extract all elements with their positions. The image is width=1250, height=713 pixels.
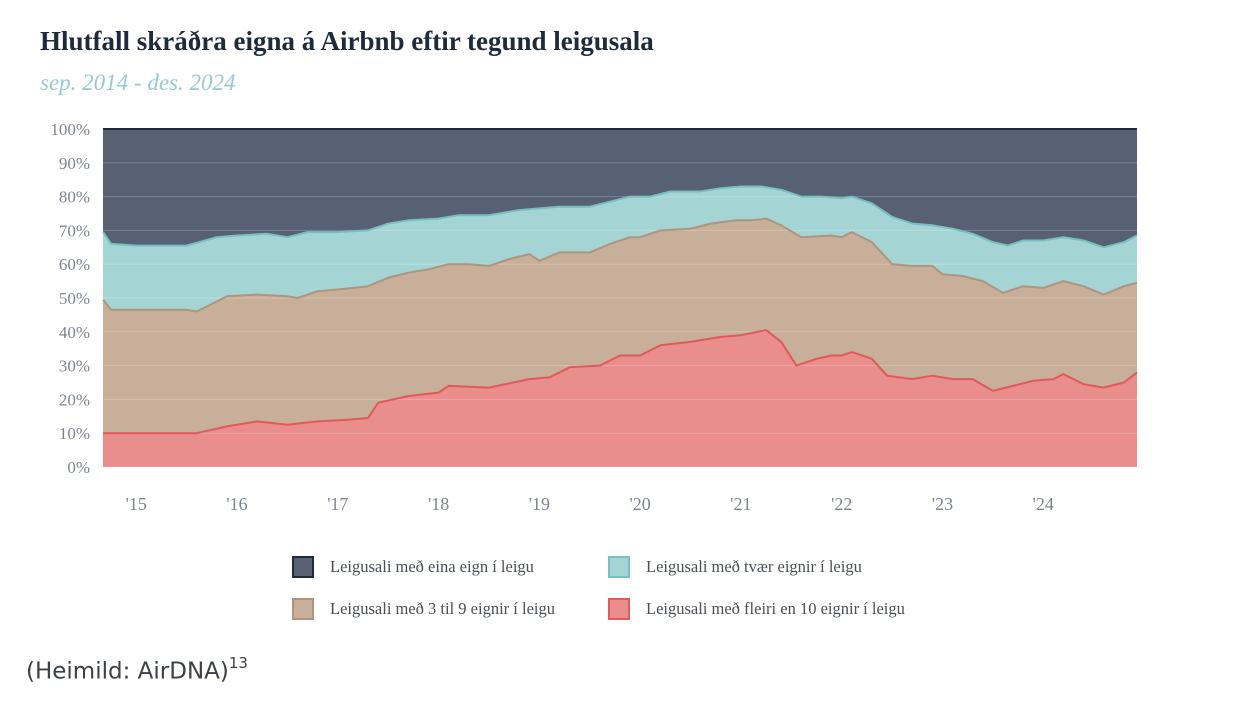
source-footnote: 13	[228, 654, 248, 672]
chart-subtitle: sep. 2014 - des. 2024	[40, 70, 236, 95]
x-tick-label: '15	[126, 494, 147, 514]
x-tick-label: '16	[226, 494, 247, 514]
x-tick-label: '18	[428, 494, 449, 514]
x-tick-label: '22	[831, 494, 852, 514]
legend-label-two-properties: Leigusali með tvær eignir í leigu	[646, 557, 862, 576]
chart-title: Hlutfall skráðra eigna á Airbnb eftir te…	[40, 26, 654, 56]
x-tick-label: '17	[327, 494, 348, 514]
line-series-0	[103, 329, 1138, 435]
x-tick-label: '21	[730, 494, 751, 514]
y-tick-label: 50%	[59, 289, 90, 308]
legend-label-one-property: Leigusali með eina eign í leigu	[330, 557, 534, 576]
y-tick-label: 70%	[59, 221, 90, 240]
y-tick-label: 100%	[50, 120, 90, 139]
y-tick-label: 0%	[67, 458, 90, 477]
legend-label-10-plus-properties: Leigusali með fleiri en 10 eignir í leig…	[646, 599, 905, 618]
legend-swatch-two-properties	[608, 556, 630, 578]
line-series-2	[102, 185, 1138, 249]
legend-item-one-property[interactable]: Leigusali með eina eign í leigu	[292, 556, 534, 578]
x-tick-label: '24	[1033, 494, 1054, 514]
legend-swatch-3-to-9-properties	[292, 598, 314, 620]
y-tick-label: 60%	[59, 255, 90, 274]
legend-swatch-one-property	[292, 556, 314, 578]
y-tick-label: 10%	[59, 424, 90, 443]
legend-item-3-to-9-properties[interactable]: Leigusali með 3 til 9 eignir í leigu	[292, 598, 555, 620]
legend-swatch-10-plus-properties	[608, 598, 630, 620]
legend-item-two-properties[interactable]: Leigusali með tvær eignir í leigu	[608, 556, 862, 578]
y-tick-label: 20%	[59, 390, 90, 409]
source-note: (Heimild: AirDNA)13	[26, 654, 248, 685]
y-tick-label: 40%	[59, 323, 90, 342]
x-tick-label: '20	[630, 494, 651, 514]
legend-label-3-to-9-properties: Leigusali með 3 til 9 eignir í leigu	[330, 599, 555, 618]
line-series-1	[102, 217, 1138, 313]
x-tick-label: '23	[932, 494, 953, 514]
y-tick-label: 80%	[59, 188, 90, 207]
stacked-area-chart: 0% 10% 20% 30% 40% 50% 60% 70% 80% 90% 100% '15 '16 '…	[50, 120, 1138, 514]
legend-item-10-plus-properties[interactable]: Leigusali með fleiri en 10 eignir í leig…	[608, 598, 905, 620]
area-series-0	[103, 330, 1137, 467]
y-tick-label: 90%	[59, 154, 90, 173]
source-text: (Heimild: AirDNA)	[26, 658, 229, 685]
x-tick-label: '19	[529, 494, 550, 514]
y-tick-label: 30%	[59, 357, 90, 376]
